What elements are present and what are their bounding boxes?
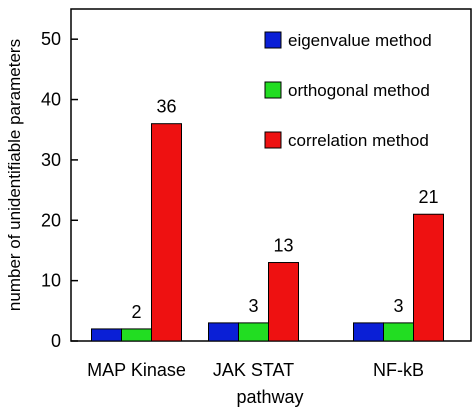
legend-swatch-1: [264, 81, 282, 99]
bars: [91, 123, 444, 342]
data-label: 36: [156, 97, 176, 117]
bar-correlation-method-0: [151, 123, 182, 342]
y-tick-label: 20: [41, 210, 61, 230]
legend: eigenvalue method orthogonal method correl…: [264, 31, 432, 150]
data-label: 3: [393, 296, 403, 316]
bar-eigenvalue-method-0: [91, 328, 122, 342]
x-axis-title: pathway: [236, 387, 303, 407]
legend-swatch-2: [264, 131, 282, 149]
data-labels: 2 36 3 13 3 21: [131, 97, 438, 322]
y-tick-label: 10: [41, 271, 61, 291]
data-label: 3: [248, 296, 258, 316]
bar-correlation-method-1: [268, 262, 299, 342]
bar-orthogonal-method-2: [383, 322, 414, 342]
y-tick-label: 30: [41, 150, 61, 170]
y-tick-label: 0: [51, 331, 61, 351]
y-tick-label: 40: [41, 90, 61, 110]
bar-orthogonal-method-0: [121, 328, 152, 342]
legend-label: correlation method: [288, 131, 429, 150]
x-tick-label: NF-kB: [373, 360, 424, 380]
legend-label: eigenvalue method: [288, 31, 432, 50]
bar-orthogonal-method-1: [238, 322, 269, 342]
bar-eigenvalue-method-2: [353, 322, 384, 342]
bar-correlation-method-2: [413, 213, 444, 342]
x-tick-label: MAP Kinase: [87, 360, 186, 380]
y-tick-label: 50: [41, 29, 61, 49]
data-label: 13: [273, 236, 293, 256]
y-axis-title: number of unidentifiable parameters: [5, 39, 24, 311]
bar-eigenvalue-method-1: [208, 322, 239, 342]
y-axis: 0 10 20 30 40 50: [41, 29, 78, 351]
x-tick-label: JAK STAT: [213, 360, 294, 380]
data-label: 21: [418, 187, 438, 207]
legend-label: orthogonal method: [288, 81, 430, 100]
legend-swatch-0: [264, 31, 282, 49]
x-axis: MAP Kinase JAK STAT NF-kB: [87, 360, 424, 380]
data-label: 2: [131, 302, 141, 322]
